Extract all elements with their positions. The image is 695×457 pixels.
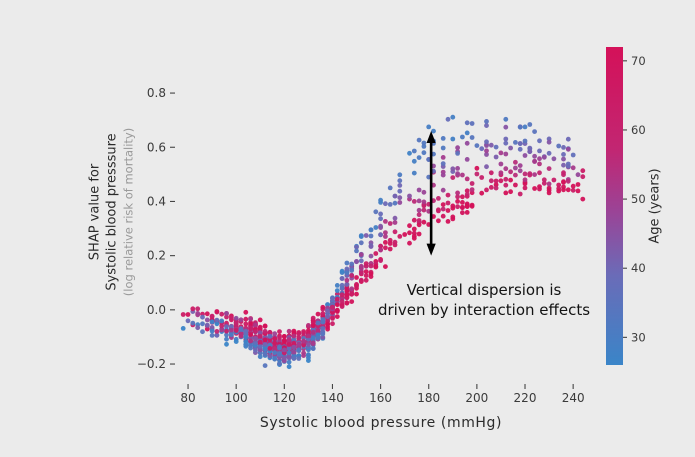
y-tick-label: 0.6 (147, 140, 166, 154)
y-tick-label: 0.8 (147, 86, 166, 100)
x-axis-label: Systolic blood pressure (mmHg) (259, 415, 503, 431)
y-axis-label: SHAP value for Systolic blood presssure … (88, 128, 137, 296)
x-tick-label: 140 (321, 391, 344, 405)
colorbar-tick-label: 50 (631, 192, 646, 206)
y-axis-ticks: −0.2 0.0 0.2 0.4 0.6 0.8 (137, 86, 175, 371)
y-tick-label: −0.2 (137, 357, 166, 371)
colorbar-ticks: 30 40 50 60 70 (623, 54, 646, 344)
dispersion-arrow (426, 131, 436, 256)
x-tick-label: 220 (514, 391, 537, 405)
y-axis-label-sub: (log relative risk of mortality) (121, 127, 136, 297)
x-tick-label: 160 (369, 391, 392, 405)
x-tick-label: 80 (180, 391, 195, 405)
annotation-text: Vertical dispersion is driven by interac… (378, 280, 590, 321)
x-tick-label: 100 (225, 391, 248, 405)
x-tick-label: 180 (417, 391, 440, 405)
y-tick-label: 0.0 (147, 303, 166, 317)
x-axis-ticks: 80 100 120 140 160 180 200 220 240 (180, 384, 585, 405)
x-tick-label: 240 (562, 391, 585, 405)
scatter-points (180, 114, 586, 370)
y-axis-label-line2: Systolic blood presssure (104, 133, 120, 291)
annotation-line2: driven by interaction effects (377, 301, 591, 319)
colorbar-tick-label: 70 (631, 54, 646, 68)
x-tick-label: 120 (273, 391, 296, 405)
y-axis-label-line1: SHAP value for (87, 163, 103, 261)
x-tick-label: 200 (465, 391, 488, 405)
colorbar (606, 47, 623, 365)
colorbar-label: Age (years) (647, 168, 663, 244)
colorbar-tick-label: 40 (631, 261, 646, 275)
colorbar-tick-label: 30 (631, 330, 646, 344)
y-tick-label: 0.4 (147, 194, 166, 208)
annotation-line1: Vertical dispersion is (406, 280, 562, 299)
y-tick-label: 0.2 (147, 249, 166, 263)
colorbar-tick-label: 60 (631, 123, 646, 137)
